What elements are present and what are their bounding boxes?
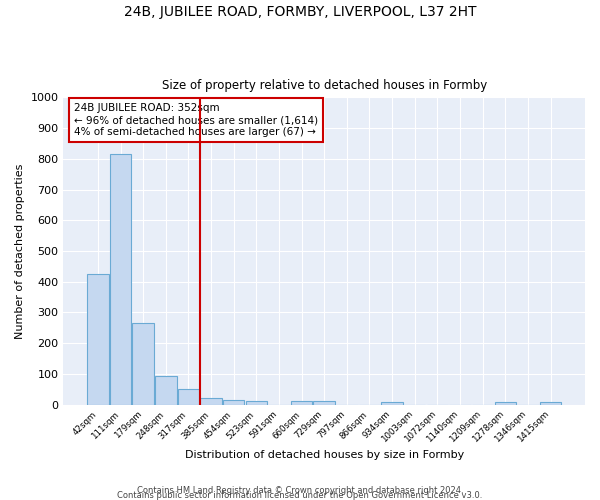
Bar [223, 400, 244, 404]
Bar [133, 323, 154, 404]
Bar [87, 274, 109, 404]
Text: 24B, JUBILEE ROAD, FORMBY, LIVERPOOL, L37 2HT: 24B, JUBILEE ROAD, FORMBY, LIVERPOOL, L3… [124, 5, 476, 19]
Bar [313, 402, 335, 404]
Bar [382, 402, 403, 404]
Y-axis label: Number of detached properties: Number of detached properties [15, 164, 25, 338]
Bar [245, 402, 267, 404]
Bar [291, 401, 313, 404]
Bar [110, 154, 131, 405]
Bar [200, 398, 222, 404]
Bar [178, 390, 199, 404]
Bar [540, 402, 561, 404]
Text: Contains HM Land Registry data © Crown copyright and database right 2024.: Contains HM Land Registry data © Crown c… [137, 486, 463, 495]
Text: 24B JUBILEE ROAD: 352sqm
← 96% of detached houses are smaller (1,614)
4% of semi: 24B JUBILEE ROAD: 352sqm ← 96% of detach… [74, 104, 318, 136]
Bar [494, 402, 516, 404]
X-axis label: Distribution of detached houses by size in Formby: Distribution of detached houses by size … [185, 450, 464, 460]
Title: Size of property relative to detached houses in Formby: Size of property relative to detached ho… [161, 79, 487, 92]
Text: Contains public sector information licensed under the Open Government Licence v3: Contains public sector information licen… [118, 491, 482, 500]
Bar [155, 376, 176, 404]
